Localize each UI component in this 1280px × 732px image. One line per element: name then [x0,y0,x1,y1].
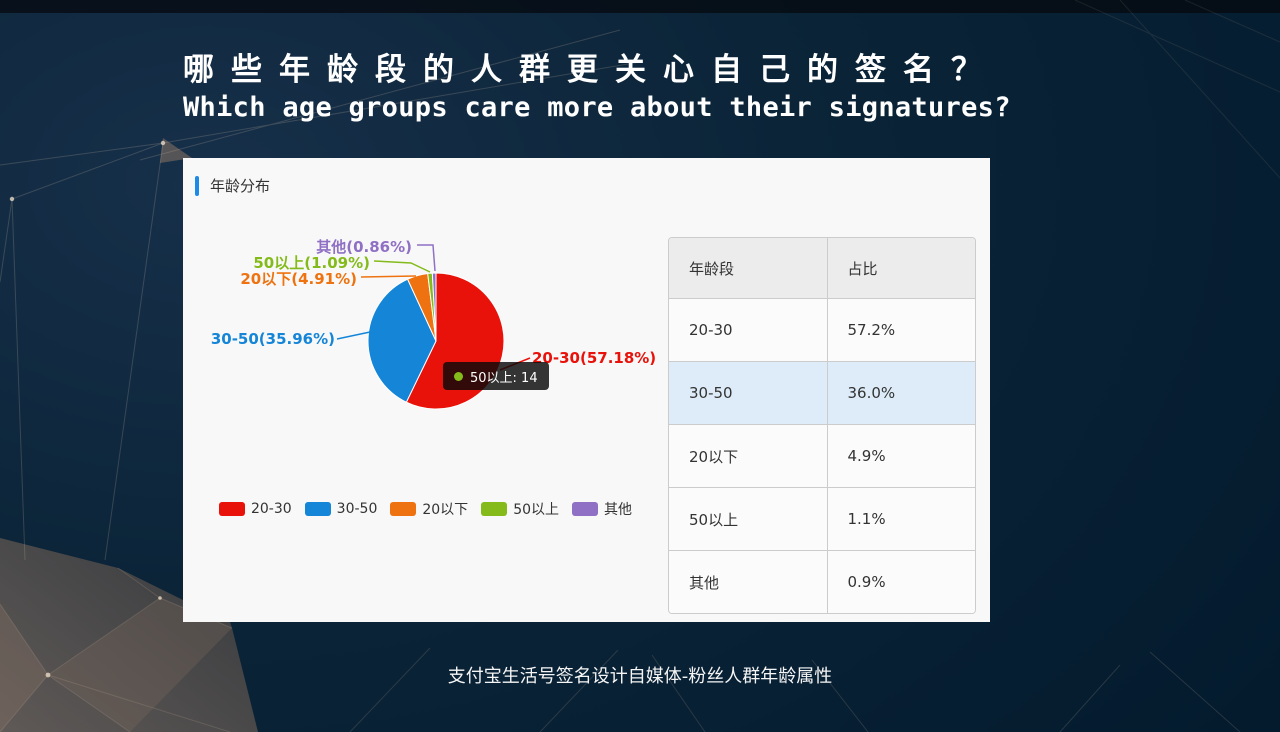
chart-tooltip: 50以上: 14 [443,362,549,390]
age-cell: 50以上 [669,487,827,551]
constellation-lines [0,567,1241,732]
tooltip-text: 50以上: 14 [470,370,538,386]
legend-label: 20以下 [422,502,469,518]
legend-item-30-50[interactable]: 30-50 [304,501,378,517]
card-title: 年龄分布 [210,177,271,195]
constellation-lines [0,29,641,561]
legend-label: 30-50 [336,501,378,517]
legend-swatch-icon [572,502,599,516]
top-dark-band [0,0,1280,13]
table-row[interactable]: 20以下 4.9% [669,424,975,488]
legend-item-20-30[interactable]: 20-30 [218,501,292,517]
leader-line [360,275,417,278]
age-distribution-card: 年龄分布 20-30(57.18%) 30-50(35.96%) 20以下(4.… [183,158,990,622]
legend-swatch-icon [390,502,417,516]
tooltip-dot [454,371,463,381]
table-row[interactable]: 20-30 57.2% [669,298,975,362]
table-header-row: 年龄段 占比 [669,238,975,299]
pct-cell: 1.1% [826,487,975,551]
legend-label: 20-30 [250,501,292,517]
pie-slice-其他[interactable] [431,272,437,342]
footer-caption: 支付宝生活号签名设计自媒体-粉丝人群年龄属性 [447,666,833,687]
table-row[interactable]: 30-50 36.0% [669,361,975,425]
slice-label-under-20: 20以下(4.91%) [240,270,357,288]
legend-label: 其他 [604,502,633,518]
legend-swatch-icon [304,502,331,516]
column-header-age: 年龄段 [669,238,827,299]
age-pie-chart [336,244,531,410]
pct-cell: 57.2% [826,298,975,362]
pct-cell: 4.9% [826,424,975,488]
page-title: 哪些年龄段的人群更关心自己的签名？ [183,52,999,88]
age-cell: 20-30 [669,298,827,362]
age-cell: 其他 [669,550,827,613]
legend-swatch-icon [481,502,508,516]
leader-line [336,331,371,340]
slice-label-other: 其他(0.86%) [316,238,412,256]
polygon-facet [48,598,232,732]
table-row[interactable]: 50以上 1.1% [669,487,975,551]
leader-line [373,260,431,273]
legend-label: 50以上 [513,502,560,518]
polygon-facet [160,138,192,163]
age-cell: 20以下 [669,424,827,488]
age-cell: 30-50 [669,361,827,425]
age-table: 年龄段 占比 20-30 57.2% 30-50 36.0% 20以下 4.9% [668,237,976,614]
table-row[interactable]: 其他 0.9% [669,550,975,613]
legend-item-over-50[interactable]: 50以上 [481,499,559,519]
page-subtitle: Which age groups care more about their s… [183,92,1011,123]
accent-bar [195,175,199,196]
polygon-facet [0,604,48,732]
slice-label-30-50: 30-50(35.96%) [210,330,335,348]
pie-slice-30-50[interactable] [367,278,437,403]
pie-chart-pane: 20-30(57.18%) 30-50(35.96%) 20以下(4.91%) … [183,158,668,622]
pct-cell: 0.9% [826,550,975,613]
legend-item-under-20[interactable]: 20以下 [390,499,468,519]
legend-item-other[interactable]: 其他 [572,499,632,519]
card-header: 年龄分布 [195,175,270,196]
constellation-nodes [9,140,166,678]
column-header-pct: 占比 [826,238,975,299]
pct-cell: 36.0% [826,361,975,425]
slice-label-20-30: 20-30(57.18%) [532,349,657,367]
constellation-lines [1074,0,1280,179]
leader-line [417,244,436,272]
legend-swatch-icon [218,502,245,516]
slice-label-over-50: 50以上(1.09%) [253,254,370,272]
chart-legend: 20-30 30-50 20以下 50以上 其他 [183,499,668,519]
